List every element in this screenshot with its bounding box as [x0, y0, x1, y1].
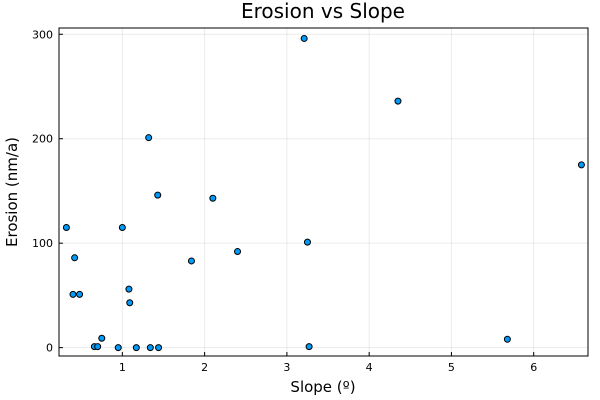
data-point: [305, 343, 313, 351]
ticks: 1 2 3 4 5 6 0 100 200 300: [32, 28, 537, 374]
data-point: [94, 343, 102, 351]
data-point: [125, 285, 133, 293]
grid: [59, 28, 588, 356]
data-point: [76, 290, 84, 298]
data-point: [154, 191, 162, 199]
y-tick-label: 100: [32, 237, 53, 250]
y-tick-label: 300: [32, 28, 53, 41]
data-point: [132, 344, 140, 352]
data-point: [69, 290, 77, 298]
data-point: [234, 248, 242, 256]
y-axis-label: Erosion (nm/a): [3, 137, 21, 247]
x-tick-label: 1: [119, 361, 126, 374]
data-point: [577, 161, 585, 169]
x-tick-label: 4: [366, 361, 373, 374]
data-point: [155, 344, 163, 352]
x-tick-label: 6: [530, 361, 537, 374]
data-point: [187, 257, 195, 265]
x-tick-label: 5: [448, 361, 455, 374]
data-point: [126, 299, 134, 307]
x-tick-label: 2: [201, 361, 208, 374]
chart-title: Erosion vs Slope: [241, 0, 405, 23]
data-point: [118, 224, 126, 232]
data-point: [98, 334, 106, 342]
y-tick-label: 0: [46, 342, 53, 355]
data-point: [114, 344, 122, 352]
y-tick-label: 200: [32, 133, 53, 146]
plot-frame: [58, 27, 589, 357]
data-point: [503, 335, 511, 343]
data-point: [303, 238, 311, 246]
x-tick-label: 3: [283, 361, 290, 374]
data-point: [71, 254, 79, 262]
data-point: [300, 34, 308, 42]
x-axis-label: Slope (º): [290, 378, 355, 396]
data-points: [62, 34, 585, 352]
data-point: [146, 344, 154, 352]
data-point: [145, 134, 153, 142]
data-point: [209, 194, 217, 202]
data-point: [62, 224, 70, 232]
data-point: [394, 97, 402, 105]
